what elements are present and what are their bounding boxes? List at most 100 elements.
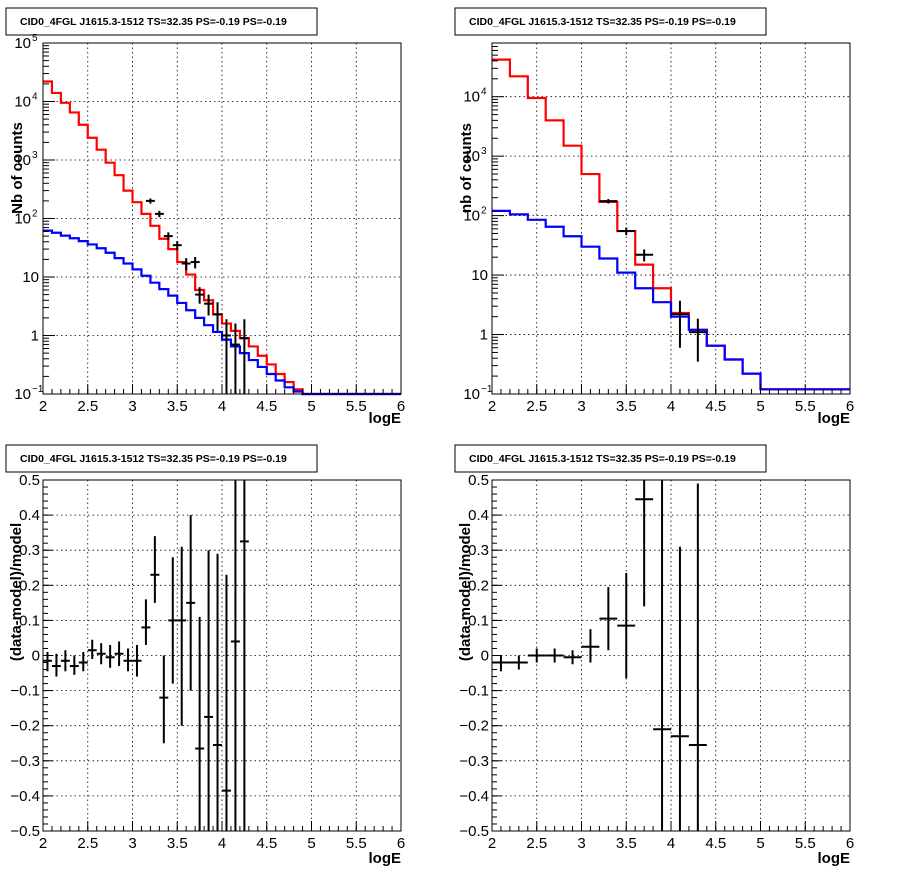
data-point xyxy=(114,641,124,667)
y-tick-label: 10 xyxy=(14,386,31,403)
x-tick-label: 4 xyxy=(218,398,226,415)
y-axis-label: nb of counts xyxy=(458,123,475,213)
data-point xyxy=(671,546,689,831)
data-point xyxy=(617,227,636,236)
y-tick-label: −0.2 xyxy=(10,718,40,735)
background-model-step-line xyxy=(492,209,850,391)
x-tick-label: 5.5 xyxy=(346,835,367,852)
y-tick-label: 10 xyxy=(471,267,488,284)
data-point xyxy=(105,644,115,668)
data-point xyxy=(635,249,654,262)
data-point xyxy=(141,599,151,645)
data-point xyxy=(204,294,214,316)
data-point xyxy=(195,287,205,304)
x-tick-label: 3.5 xyxy=(167,398,188,415)
data-point xyxy=(69,655,79,675)
x-tick-label: 3 xyxy=(128,398,136,415)
x-tick-label: 2.5 xyxy=(77,835,98,852)
x-tick-label: 4 xyxy=(667,398,675,415)
data-point xyxy=(545,648,564,663)
y-tick-label: 10 xyxy=(463,386,480,403)
y-tick-label: 0 xyxy=(32,648,40,665)
plot-marks xyxy=(43,480,249,831)
x-axis-label: logE xyxy=(369,410,402,427)
data-point xyxy=(222,319,231,394)
data-point xyxy=(145,198,155,204)
data-point xyxy=(159,655,169,744)
y-tick-label: 0 xyxy=(481,648,489,665)
panel-title: CID0_4FGL J1615.3-1512 TS=32.35 PS=-0.19… xyxy=(469,16,736,28)
y-tick-label: 10 xyxy=(463,208,480,225)
x-tick-label: 4 xyxy=(667,835,675,852)
data-point xyxy=(635,480,654,607)
y-tick-label: −0.5 xyxy=(10,823,40,840)
panel-top-left: CID0_4FGL J1615.3-1512 TS=32.35 PS=-0.19… xyxy=(5,7,405,427)
y-tick-label: 0.4 xyxy=(468,507,489,524)
y-tick-label: 0.2 xyxy=(19,577,40,594)
x-tick-label: 5 xyxy=(756,398,764,415)
x-tick-label: 3 xyxy=(577,835,585,852)
data-point xyxy=(239,480,249,831)
grid xyxy=(492,43,850,394)
y-tick-label: 0.5 xyxy=(468,472,489,489)
x-axis: 2 2.5 3 3.5 4 4.5 5 5.5 6 xyxy=(39,384,405,415)
panel-title-box xyxy=(5,7,318,36)
y-tick-exponent: −1 xyxy=(481,384,493,395)
x-axis-label: logE xyxy=(369,850,402,867)
panel-title: CID0_4FGL J1615.3-1512 TS=32.35 PS=-0.19… xyxy=(20,453,287,465)
x-tick-label: 6 xyxy=(846,835,854,852)
data-point xyxy=(87,639,97,660)
panel-title-box xyxy=(454,7,767,36)
y-tick-label: 0.2 xyxy=(468,577,489,594)
x-tick-label: 3 xyxy=(128,835,136,852)
x-axis: 2 2.5 3 3.5 4 4.5 5 5.5 6 xyxy=(39,821,405,852)
x-tick-label: 2 xyxy=(39,835,47,852)
y-tick-label: −0.1 xyxy=(10,683,40,700)
data-point xyxy=(509,655,528,670)
y-tick-label: 0.3 xyxy=(19,542,40,559)
x-tick-label: 5.5 xyxy=(346,398,367,415)
y-tick-label: −0.3 xyxy=(10,753,40,770)
panel-title: CID0_4FGL J1615.3-1512 TS=32.35 PS=-0.19… xyxy=(469,453,736,465)
data-point xyxy=(123,648,133,672)
y-tick-exponent: −1 xyxy=(32,384,44,395)
data-point xyxy=(172,241,182,250)
y-tick-label: −0.5 xyxy=(459,823,489,840)
data-point xyxy=(51,653,61,677)
y-tick-exponent: 3 xyxy=(481,146,487,157)
y-tick-exponent: 2 xyxy=(32,209,38,220)
data-point xyxy=(230,480,240,831)
data-point xyxy=(527,648,546,663)
data-point xyxy=(581,629,600,663)
data-point xyxy=(181,258,191,271)
y-tick-label: 0.1 xyxy=(468,612,489,629)
x-tick-label: 2.5 xyxy=(77,398,98,415)
y-tick-label: 0.5 xyxy=(19,472,40,489)
x-tick-label: 6 xyxy=(397,835,405,852)
grid xyxy=(43,480,401,831)
data-point xyxy=(177,546,187,726)
x-tick-label: 4.5 xyxy=(705,398,726,415)
data-point xyxy=(213,302,222,331)
data-point xyxy=(688,318,707,362)
x-tick-label: 4.5 xyxy=(256,835,277,852)
x-axis: 2 2.5 3 3.5 4 4.5 5 5.5 6 xyxy=(488,821,854,852)
data-point xyxy=(230,323,240,394)
y-tick-label: −0.1 xyxy=(459,683,489,700)
data-point xyxy=(190,256,200,269)
data-point xyxy=(617,573,636,679)
y-axis: −0.5 −0.4 −0.3 −0.2 −0.1 0 0.1 0.2 0.3 0.4 0.5 xyxy=(459,472,502,840)
x-tick-label: 5 xyxy=(756,835,764,852)
x-tick-label: 5.5 xyxy=(795,398,816,415)
y-axis-label: (data-model)/model xyxy=(8,523,25,661)
y-tick-label: 10 xyxy=(14,211,31,228)
data-point xyxy=(78,651,88,672)
panel-title-box xyxy=(5,444,318,473)
panel-bottom-right: CID0_4FGL J1615.3-1512 TS=32.35 PS=-0.19… xyxy=(454,444,854,867)
y-tick-label: −0.2 xyxy=(459,718,489,735)
data-point xyxy=(195,616,205,831)
data-point xyxy=(163,232,173,240)
y-tick-exponent: 4 xyxy=(481,87,487,98)
